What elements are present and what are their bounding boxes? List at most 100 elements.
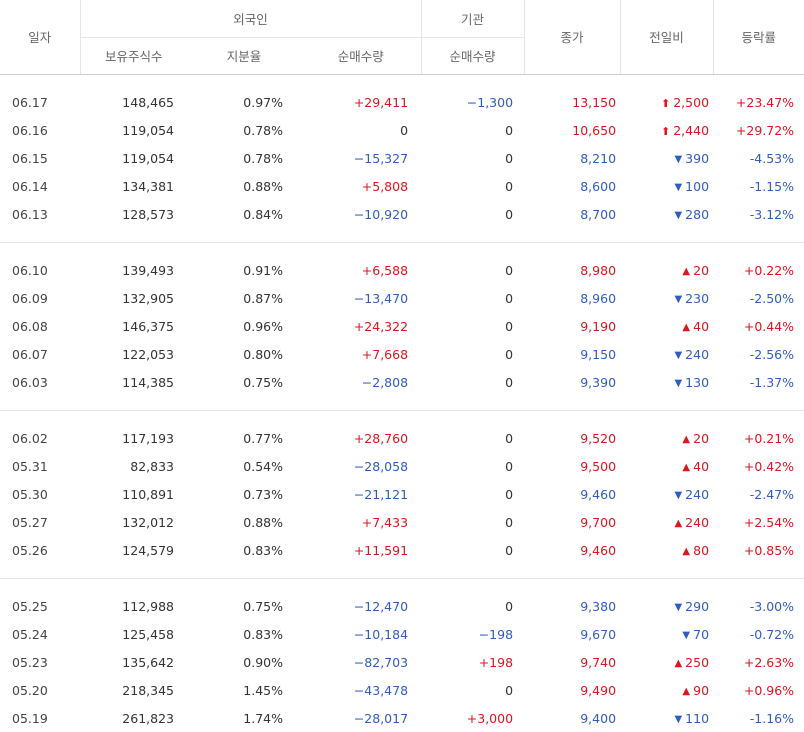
- cell-rate: +2.54%: [713, 508, 804, 536]
- diff-value: 240: [685, 347, 709, 362]
- cell-close: 13,150: [524, 88, 620, 116]
- cell-holdings: 139,493: [80, 256, 187, 284]
- cell-foreign-net: +28,760: [301, 424, 421, 452]
- group-top-spacer: [0, 410, 804, 424]
- cell-date: 05.27: [0, 508, 80, 536]
- cell-close: 9,700: [524, 508, 620, 536]
- cell-close: 9,150: [524, 340, 620, 368]
- cell-date: 05.20: [0, 676, 80, 704]
- cell-date: 05.19: [0, 704, 80, 732]
- cell-close: 9,400: [524, 704, 620, 732]
- cell-ratio: 0.97%: [187, 88, 301, 116]
- cell-institution-net: 0: [421, 452, 524, 480]
- cell-close: 9,670: [524, 620, 620, 648]
- header-rate: 등락률: [713, 0, 804, 74]
- cell-holdings: 117,193: [80, 424, 187, 452]
- cell-rate: -1.15%: [713, 172, 804, 200]
- cell-foreign-net: +24,322: [301, 312, 421, 340]
- table-row: 06.03 114,385 0.75% −2,808 0 9,390 ▼ 130 -1.37%: [0, 368, 804, 396]
- diff-value: 80: [693, 543, 709, 558]
- cell-rate: +0.96%: [713, 676, 804, 704]
- cell-diff: ▲ 250: [620, 648, 713, 676]
- cell-institution-net: 0: [421, 172, 524, 200]
- cell-ratio: 1.74%: [187, 704, 301, 732]
- diff-value: 40: [693, 459, 709, 474]
- cell-ratio: 0.88%: [187, 508, 301, 536]
- cell-holdings: 132,012: [80, 508, 187, 536]
- cell-date: 06.15: [0, 144, 80, 172]
- header-institution-net: 순매수량: [421, 37, 524, 74]
- up-triangle-icon: ▲: [682, 434, 690, 445]
- diff-value: 90: [693, 683, 709, 698]
- cell-rate: -4.53%: [713, 144, 804, 172]
- cell-holdings: 112,988: [80, 592, 187, 620]
- cell-diff: ▼ 100: [620, 172, 713, 200]
- cell-diff: ⬆ 2,440: [620, 116, 713, 144]
- down-triangle-icon: ▼: [674, 602, 682, 613]
- cell-ratio: 0.91%: [187, 256, 301, 284]
- cell-diff: ▼ 70: [620, 620, 713, 648]
- cell-holdings: 122,053: [80, 340, 187, 368]
- cell-holdings: 124,579: [80, 536, 187, 564]
- table-row: 06.08 146,375 0.96% +24,322 0 9,190 ▲ 40 +0.44%: [0, 312, 804, 340]
- diff-value: 240: [685, 515, 709, 530]
- table-row: 05.25 112,988 0.75% −12,470 0 9,380 ▼ 290 -3.00%: [0, 592, 804, 620]
- header-foreign: 외국인: [80, 0, 421, 37]
- cell-holdings: 82,833: [80, 452, 187, 480]
- table-row: 06.09 132,905 0.87% −13,470 0 8,960 ▼ 230 -2.50%: [0, 284, 804, 312]
- diff-value: 390: [685, 151, 709, 166]
- cell-institution-net: 0: [421, 676, 524, 704]
- cell-holdings: 132,905: [80, 284, 187, 312]
- header-diff: 전일비: [620, 0, 713, 74]
- cell-holdings: 148,465: [80, 88, 187, 116]
- table-row: 06.10 139,493 0.91% +6,588 0 8,980 ▲ 20 +0.22%: [0, 256, 804, 284]
- cell-foreign-net: −13,470: [301, 284, 421, 312]
- cell-holdings: 114,385: [80, 368, 187, 396]
- group-separator: [0, 396, 804, 410]
- table-header: 일자 외국인 기관 종가 전일비 등락률 보유주식수 지분율 순매수량 순매수량: [0, 0, 804, 74]
- cell-rate: +0.42%: [713, 452, 804, 480]
- diff-value: 20: [693, 263, 709, 278]
- cell-holdings: 119,054: [80, 116, 187, 144]
- down-triangle-icon: ▼: [674, 182, 682, 193]
- down-triangle-icon: ▼: [674, 154, 682, 165]
- diff-value: 100: [685, 179, 709, 194]
- cell-diff: ▲ 90: [620, 676, 713, 704]
- cell-close: 9,500: [524, 452, 620, 480]
- cell-close: 9,190: [524, 312, 620, 340]
- cell-institution-net: 0: [421, 284, 524, 312]
- cell-rate: +2.63%: [713, 648, 804, 676]
- cell-close: 9,520: [524, 424, 620, 452]
- group-top-spacer: [0, 242, 804, 256]
- cell-holdings: 218,345: [80, 676, 187, 704]
- diff-value: 2,440: [673, 123, 709, 138]
- diff-value: 290: [685, 599, 709, 614]
- cell-rate: -2.50%: [713, 284, 804, 312]
- table-row: 05.30 110,891 0.73% −21,121 0 9,460 ▼ 240 -2.47%: [0, 480, 804, 508]
- diff-value: 20: [693, 431, 709, 446]
- cell-date: 05.23: [0, 648, 80, 676]
- header-ratio: 지분율: [187, 37, 301, 74]
- cell-close: 9,460: [524, 480, 620, 508]
- cell-close: 9,380: [524, 592, 620, 620]
- cell-ratio: 0.78%: [187, 116, 301, 144]
- cell-ratio: 0.88%: [187, 172, 301, 200]
- diff-value: 40: [693, 319, 709, 334]
- diff-value: 240: [685, 487, 709, 502]
- cell-institution-net: 0: [421, 256, 524, 284]
- cell-foreign-net: −15,327: [301, 144, 421, 172]
- table-row: 06.14 134,381 0.88% +5,808 0 8,600 ▼ 100 -1.15%: [0, 172, 804, 200]
- cell-holdings: 135,642: [80, 648, 187, 676]
- cell-rate: +29.72%: [713, 116, 804, 144]
- cell-institution-net: 0: [421, 312, 524, 340]
- up-triangle-icon: ▲: [674, 658, 682, 669]
- cell-date: 06.03: [0, 368, 80, 396]
- cell-date: 06.10: [0, 256, 80, 284]
- cell-diff: ▲ 80: [620, 536, 713, 564]
- group-top-spacer: [0, 74, 804, 88]
- cell-date: 06.13: [0, 200, 80, 228]
- cell-diff: ⬆ 2,500: [620, 88, 713, 116]
- cell-foreign-net: −2,808: [301, 368, 421, 396]
- cell-institution-net: 0: [421, 368, 524, 396]
- cell-close: 9,390: [524, 368, 620, 396]
